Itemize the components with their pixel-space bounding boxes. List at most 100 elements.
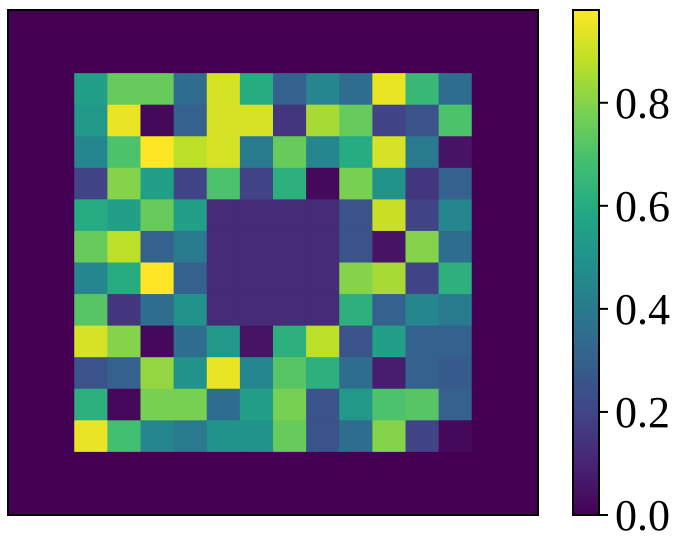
- heatmap-cell: [339, 451, 373, 485]
- heatmap-cell: [239, 262, 274, 295]
- heatmap-cell: [438, 451, 473, 485]
- heatmap-cell: [372, 483, 407, 516]
- heatmap-cell: [74, 420, 108, 453]
- heatmap-cell: [339, 104, 373, 137]
- heatmap-cell: [405, 73, 440, 106]
- heatmap-cell: [206, 199, 241, 232]
- heatmap-cell: [339, 294, 373, 327]
- heatmap-cell: [438, 73, 473, 106]
- heatmap-cell: [41, 325, 75, 358]
- heatmap-cell: [206, 136, 241, 169]
- heatmap-cell: [8, 483, 42, 516]
- heatmap-cell: [173, 41, 208, 74]
- heatmap-cell: [140, 104, 175, 137]
- heatmap-cell: [273, 451, 307, 485]
- heatmap-cell: [339, 167, 373, 200]
- heatmap-cell: [206, 388, 241, 421]
- heatmap-cell: [405, 10, 440, 43]
- heatmap-cell: [306, 230, 340, 264]
- heatmap-cell: [273, 483, 307, 516]
- heatmap-cell: [405, 104, 440, 137]
- heatmap-cell: [173, 294, 208, 327]
- heatmap-cell: [74, 230, 108, 264]
- heatmap-cell: [306, 136, 340, 169]
- heatmap-cell: [8, 230, 42, 264]
- heatmap-cell: [107, 230, 142, 264]
- heatmap-cell: [41, 388, 75, 421]
- heatmap-cell: [107, 325, 142, 358]
- heatmap-cell: [438, 167, 473, 200]
- heatmap-cell: [173, 73, 208, 106]
- heatmap-cell: [140, 420, 175, 453]
- heatmap-cell: [471, 294, 506, 327]
- heatmap-cell: [273, 167, 307, 200]
- heatmap-cell: [8, 420, 42, 453]
- heatmap-cell: [504, 357, 539, 390]
- colorbar-tick-label: 0.8: [615, 79, 670, 128]
- heatmap-cell: [8, 451, 42, 485]
- heatmap-cell: [273, 41, 307, 74]
- heatmap-cell: [438, 10, 473, 43]
- heatmap-cell: [74, 41, 108, 74]
- heatmap-cell: [372, 420, 407, 453]
- heatmap-cell: [471, 483, 506, 516]
- heatmap-cell: [239, 136, 274, 169]
- heatmap-cell: [140, 294, 175, 327]
- heatmap-cell: [504, 388, 539, 421]
- heatmap-cell: [173, 451, 208, 485]
- heatmap-cell: [372, 73, 407, 106]
- heatmap-cell: [471, 73, 506, 106]
- heatmap-cell: [206, 104, 241, 137]
- heatmap-cell: [339, 10, 373, 43]
- heatmap-cell: [273, 420, 307, 453]
- heatmap-cell: [339, 136, 373, 169]
- heatmap-cell: [471, 420, 506, 453]
- heatmap-cell: [405, 483, 440, 516]
- heatmap-cell: [405, 325, 440, 358]
- heatmap-cell: [239, 388, 274, 421]
- heatmap-cell: [107, 167, 142, 200]
- heatmap-cell: [140, 483, 175, 516]
- heatmap-cell: [140, 10, 175, 43]
- heatmap-cell: [372, 167, 407, 200]
- heatmap-cell: [206, 483, 241, 516]
- heatmap-cell: [372, 41, 407, 74]
- heatmap-cell: [438, 483, 473, 516]
- heatmap-cell: [8, 41, 42, 74]
- heatmap-cell: [504, 325, 539, 358]
- heatmap-cell: [405, 420, 440, 453]
- heatmap-cell: [438, 325, 473, 358]
- heatmap-cell: [372, 10, 407, 43]
- heatmap-cell: [504, 420, 539, 453]
- heatmap-cell: [107, 451, 142, 485]
- heatmap-cell: [41, 41, 75, 74]
- heatmap-cell: [140, 73, 175, 106]
- heatmap-cell: [8, 262, 42, 295]
- heatmap-cell: [339, 388, 373, 421]
- heatmap-cell: [107, 136, 142, 169]
- heatmap-cell: [74, 136, 108, 169]
- heatmap-cell: [372, 136, 407, 169]
- heatmap-cell: [405, 294, 440, 327]
- heatmap-cell: [107, 104, 142, 137]
- heatmap-cell: [41, 167, 75, 200]
- colorbar-tick-label: 0.2: [615, 388, 670, 437]
- heatmap-cell: [173, 262, 208, 295]
- heatmap-cell: [173, 10, 208, 43]
- heatmap-cell: [140, 230, 175, 264]
- heatmap-cell: [504, 73, 539, 106]
- heatmap-cell: [206, 294, 241, 327]
- heatmap-cell: [438, 104, 473, 137]
- heatmap-cell: [438, 262, 473, 295]
- heatmap-cell: [438, 294, 473, 327]
- heatmap-cell: [471, 41, 506, 74]
- heatmap-cell: [74, 73, 108, 106]
- heatmap-cell: [372, 294, 407, 327]
- heatmap-cell: [405, 136, 440, 169]
- heatmap-cell: [504, 294, 539, 327]
- heatmap-cell: [239, 325, 274, 358]
- heatmap-cell: [206, 230, 241, 264]
- heatmap-cell: [405, 357, 440, 390]
- heatmap-cell: [239, 230, 274, 264]
- heatmap-cell: [273, 136, 307, 169]
